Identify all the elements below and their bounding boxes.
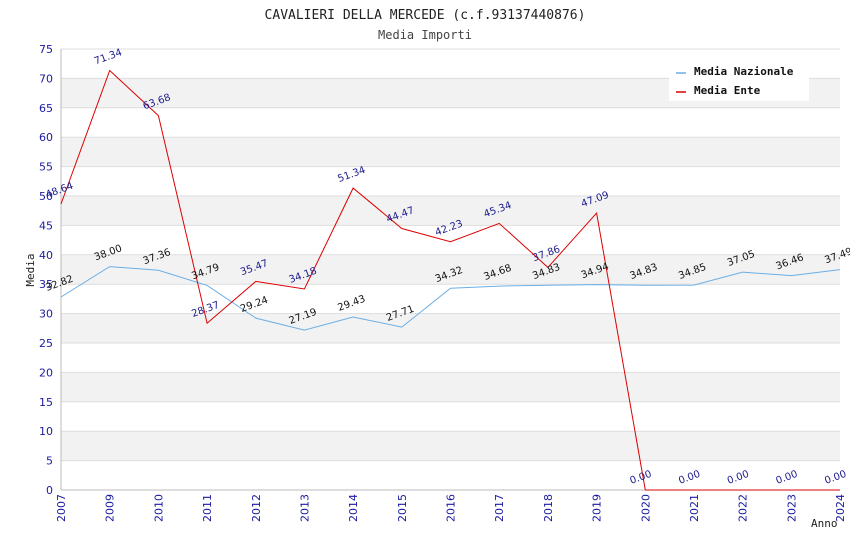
chart-title: CAVALIERI DELLA MERCEDE (c.f.93137440876… <box>265 8 586 23</box>
x-tick-label: 2015 <box>396 494 409 522</box>
background-band <box>61 225 840 255</box>
background-band <box>61 401 840 432</box>
x-tick-label: 2013 <box>298 494 311 522</box>
y-tick-label: 0 <box>46 484 53 497</box>
y-tick-label: 15 <box>39 396 53 409</box>
series-line-media-nazionale <box>60 266 841 331</box>
x-tick-label: 2017 <box>493 494 506 522</box>
x-tick-label: 2021 <box>688 494 701 522</box>
background-band <box>61 313 840 343</box>
x-tick-label: 2020 <box>639 494 652 522</box>
x-axis-label: Anno <box>811 517 838 530</box>
background-band <box>61 431 840 461</box>
background-band <box>61 343 840 373</box>
y-tick-label: 70 <box>39 72 53 85</box>
legend-box <box>669 60 809 101</box>
y-tick-label: 5 <box>46 455 53 468</box>
background-band <box>61 196 840 226</box>
y-tick-label: 25 <box>39 337 53 350</box>
legend: Media Nazionale Media Ente <box>669 60 809 101</box>
y-tick-label: 40 <box>39 249 53 262</box>
y-tick-label: 35 <box>39 278 53 291</box>
y-tick-label: 10 <box>39 425 53 438</box>
x-tick-label: 2024 <box>834 494 847 522</box>
background-bands <box>61 49 840 490</box>
y-axis-label: Media <box>24 253 37 286</box>
y-tick-label: 20 <box>39 366 53 379</box>
x-tick-label: 2010 <box>152 494 165 522</box>
chart-subtitle: Media Importi <box>378 28 472 42</box>
background-band <box>61 166 840 196</box>
y-tick-label: 60 <box>39 131 53 144</box>
series-line-media-ente <box>60 69 840 491</box>
y-tick-label: 45 <box>39 219 53 232</box>
background-band <box>61 460 840 490</box>
x-tick-label: 2019 <box>591 494 604 522</box>
x-tick-label: 2009 <box>104 494 117 522</box>
background-band <box>61 107 840 138</box>
x-tick-labels: 2007 2009 2010 2011 2012 2013 2014 2015 2016 2017… <box>55 494 847 522</box>
series-lines <box>60 69 841 491</box>
x-tick-label: 2016 <box>445 494 458 522</box>
y-tick-label: 55 <box>39 161 53 174</box>
x-tick-label: 2007 <box>55 494 68 522</box>
x-tick-label: 2022 <box>737 494 750 522</box>
legend-entry-media-ente: Media Ente <box>694 84 761 97</box>
background-band <box>61 284 840 314</box>
x-tick-label: 2014 <box>347 494 360 522</box>
y-tick-label: 75 <box>39 43 53 56</box>
background-band <box>61 137 840 167</box>
x-tick-label: 2011 <box>201 494 214 522</box>
y-tick-label: 30 <box>39 308 53 321</box>
legend-entry-media-nazionale: Media Nazionale <box>694 65 794 78</box>
x-tick-label: 2012 <box>250 494 263 522</box>
x-tick-label: 2018 <box>542 494 555 522</box>
y-tick-labels: 0 5 10 15 20 25 30 35 40 45 50 55 60 65 70 75 <box>39 43 53 497</box>
y-tick-label: 65 <box>39 102 53 115</box>
background-band <box>61 372 840 402</box>
background-band <box>61 254 840 285</box>
x-tick-label: 2023 <box>785 494 798 522</box>
y-tick-label: 50 <box>39 190 53 203</box>
